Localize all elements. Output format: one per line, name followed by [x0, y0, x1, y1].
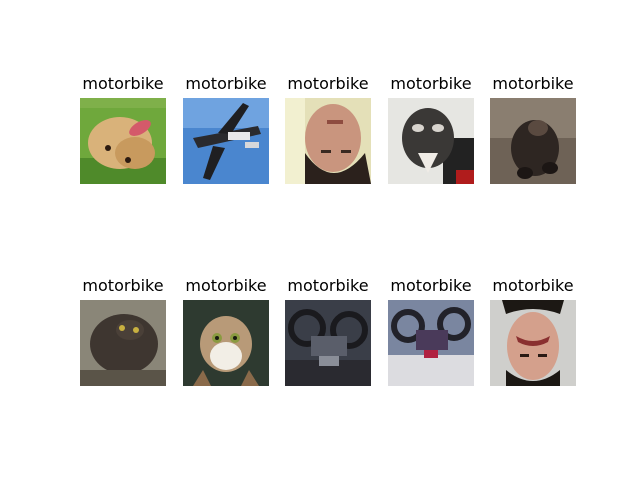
panel-3: motorbike: [285, 74, 371, 184]
thumbnail-motorbike-image: [285, 300, 371, 386]
thumbnail-motorbike-image: [388, 300, 474, 386]
thumbnail-dog-image: [490, 98, 576, 184]
thumbnail-cat-image: [388, 98, 474, 184]
panel-9: motorbike: [388, 276, 474, 386]
thumbnail-dog-image: [80, 98, 166, 184]
panel-4: motorbike: [388, 74, 474, 184]
thumbnail-cat-image: [183, 300, 269, 386]
thumbnail-face-image: [285, 98, 371, 184]
panel-title: motorbike: [287, 276, 369, 295]
panel-title: motorbike: [287, 74, 369, 93]
panel-title: motorbike: [492, 276, 574, 295]
panel-1: motorbike: [80, 74, 166, 184]
panel-title: motorbike: [185, 74, 267, 93]
panel-title: motorbike: [185, 276, 267, 295]
panel-7: motorbike: [183, 276, 269, 386]
panel-2: motorbike: [183, 74, 269, 184]
panel-title: motorbike: [82, 276, 164, 295]
panel-10: motorbike: [490, 276, 576, 386]
panel-8: motorbike: [285, 276, 371, 386]
thumbnail-cat-image: [80, 300, 166, 386]
panel-title: motorbike: [390, 276, 472, 295]
panel-6: motorbike: [80, 276, 166, 386]
panel-title: motorbike: [82, 74, 164, 93]
panel-5: motorbike: [490, 74, 576, 184]
thumbnail-face-image: [490, 300, 576, 386]
thumbnail-airplane-image: [183, 98, 269, 184]
panel-title: motorbike: [492, 74, 574, 93]
panel-title: motorbike: [390, 74, 472, 93]
